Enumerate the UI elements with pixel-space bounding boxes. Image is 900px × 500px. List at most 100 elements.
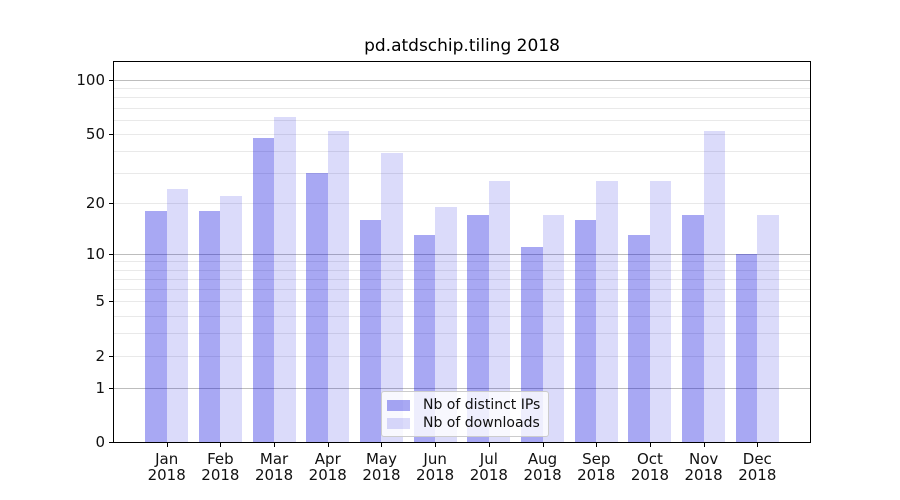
x-tick-month: Jul	[479, 450, 498, 468]
x-tick-year: 2018	[523, 465, 562, 484]
gridline-40	[114, 150, 810, 152]
x-tick-year: 2018	[416, 465, 455, 484]
x-tick-mark-dec	[757, 443, 759, 447]
gridline-50	[114, 133, 810, 135]
plot-area: Nb of distinct IPs Nb of downloads	[113, 61, 811, 443]
bar-distinct-ips-mar	[252, 138, 275, 442]
gridline-90	[114, 88, 810, 90]
gridline-9	[114, 261, 810, 263]
bar-distinct-ips-nov	[682, 215, 704, 442]
bar-downloads-aug	[542, 215, 564, 442]
chart-title: pd.atdschip.tiling 2018	[364, 36, 560, 56]
gridline-80	[114, 97, 810, 99]
y-tick-label-5: 5	[95, 292, 105, 311]
x-tick-month: May	[365, 450, 397, 468]
y-tick-mark-10	[109, 253, 113, 255]
bar-downloads-dec	[757, 215, 779, 442]
x-tick-mark-may	[381, 443, 383, 447]
gridline-3	[114, 333, 810, 335]
bar-distinct-ips-dec	[735, 253, 758, 442]
legend: Nb of distinct IPs Nb of downloads	[381, 391, 549, 437]
gridline-8	[114, 269, 810, 271]
x-tick-month: Nov	[688, 450, 719, 468]
legend-label-downloads: Nb of downloads	[423, 414, 540, 431]
x-tick-label-aug: Aug 2018	[503, 450, 583, 484]
x-tick-month: Apr	[314, 450, 341, 468]
x-tick-year: 2018	[254, 465, 294, 484]
bar-distinct-ips-jun	[413, 234, 436, 442]
x-tick-mark-jan	[166, 443, 168, 447]
x-tick-label-jun: Jun 2018	[395, 450, 475, 484]
gridline-100	[114, 79, 810, 81]
gridline-1	[114, 387, 810, 389]
x-tick-month: Mar	[259, 450, 289, 468]
x-tick-label-feb: Feb 2018	[180, 450, 260, 484]
x-tick-mark-feb	[220, 443, 222, 447]
bar-downloads-jul	[488, 180, 511, 442]
bar-downloads-jun	[435, 207, 457, 442]
x-tick-year: 2018	[308, 465, 347, 484]
gridline-70	[114, 107, 810, 109]
x-tick-year: 2018	[577, 465, 616, 484]
bar-distinct-ips-sep	[574, 219, 597, 442]
bar-distinct-ips-jul	[467, 215, 489, 442]
x-tick-label-sep: Sep 2018	[556, 450, 636, 484]
x-tick-month: Sep	[582, 450, 611, 468]
x-tick-month: Jan	[155, 450, 179, 468]
gridline-10	[114, 253, 810, 255]
legend-label-distinct-ips: Nb of distinct IPs	[423, 396, 541, 413]
bar-downloads-oct	[649, 180, 672, 442]
gridline-30	[114, 172, 810, 174]
y-tick-label-100: 100	[76, 70, 105, 89]
x-tick-year: 2018	[738, 465, 777, 484]
y-tick-mark-50	[109, 133, 113, 135]
x-tick-label-dec: Dec 2018	[717, 450, 797, 484]
x-tick-year: 2018	[147, 465, 186, 484]
bar-distinct-ips-feb	[198, 211, 221, 442]
y-tick-label-1: 1	[95, 378, 105, 397]
y-tick-label-50: 50	[85, 124, 105, 143]
x-tick-mark-sep	[596, 443, 598, 447]
y-tick-mark-1	[109, 387, 113, 389]
x-tick-month: Jun	[423, 450, 447, 468]
x-tick-mark-jun	[435, 443, 437, 447]
x-tick-mark-oct	[649, 443, 651, 447]
y-tick-label-20: 20	[85, 194, 105, 213]
y-tick-mark-0	[109, 442, 113, 443]
bar-distinct-ips-jan	[145, 211, 167, 442]
gridline-2	[114, 355, 810, 357]
bar-downloads-sep	[596, 180, 618, 442]
x-tick-label-oct: Oct 2018	[610, 450, 690, 484]
bar-distinct-ips-apr	[306, 172, 328, 442]
bar-downloads-may	[381, 152, 403, 442]
gridline-6	[114, 289, 810, 291]
x-tick-month: Aug	[527, 450, 558, 468]
gridline-7	[114, 278, 810, 280]
x-tick-label-apr: Apr 2018	[288, 450, 368, 484]
x-tick-year: 2018	[201, 465, 240, 484]
x-tick-label-jul: Jul 2018	[449, 450, 529, 483]
x-tick-month: Feb	[207, 450, 234, 468]
x-tick-mark-nov	[703, 443, 705, 447]
y-tick-mark-2	[109, 355, 113, 357]
x-tick-label-nov: Nov 2018	[664, 450, 744, 484]
legend-swatch-distinct-ips	[387, 399, 410, 411]
y-tick-label-10: 10	[85, 244, 105, 263]
x-tick-year: 2018	[684, 465, 723, 484]
legend-item-distinct-ips: Nb of distinct IPs	[387, 396, 542, 414]
bar-downloads-jan	[166, 189, 189, 442]
x-tick-month: Dec	[742, 450, 772, 468]
x-tick-mark-jul	[488, 443, 490, 447]
y-tick-mark-5	[109, 301, 113, 303]
bar-downloads-nov	[703, 130, 726, 442]
gridline-20	[114, 203, 810, 205]
x-tick-year: 2018	[630, 465, 670, 484]
legend-item-downloads: Nb of downloads	[387, 414, 542, 432]
gridline-5	[114, 301, 810, 303]
bar-downloads-mar	[274, 116, 296, 442]
y-tick-mark-100	[109, 79, 113, 81]
gridline-60	[114, 119, 810, 121]
y-tick-label-0: 0	[95, 433, 105, 451]
x-tick-month: Oct	[636, 450, 663, 468]
